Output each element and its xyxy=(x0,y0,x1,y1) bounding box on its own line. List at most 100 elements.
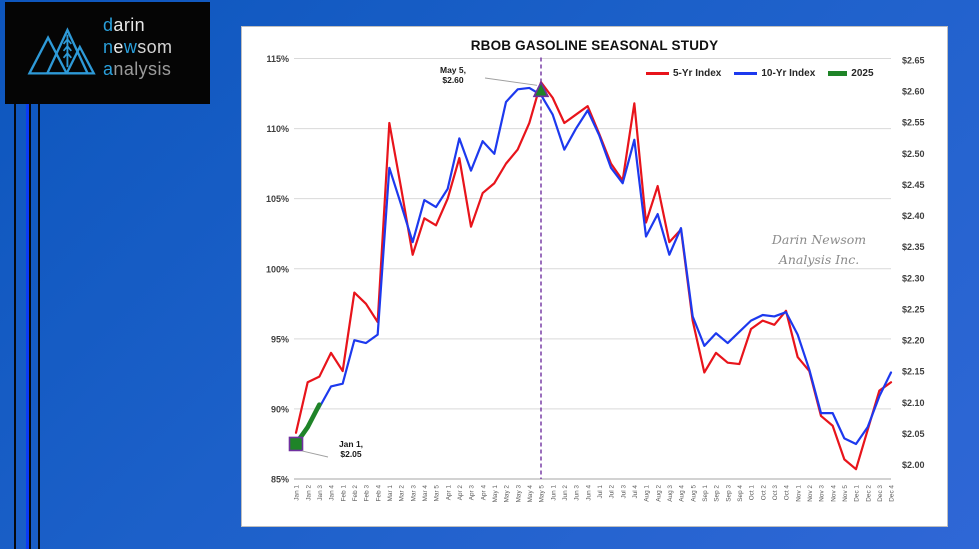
watermark-line-1: Darin Newsom xyxy=(771,232,867,247)
right-axis-tick: $2.15 xyxy=(902,367,925,377)
legend-label-10yr: 10-Yr Index xyxy=(761,68,816,79)
jan1-square-marker xyxy=(288,436,304,452)
logo-seg: d xyxy=(103,15,114,35)
right-axis-tick: $2.60 xyxy=(902,87,925,97)
may5-triangle-marker xyxy=(532,80,550,98)
x-axis-tick: Dec 4 xyxy=(889,485,896,502)
legend-item-2025: 2025 xyxy=(828,68,874,79)
x-axis-tick: Oct 2 xyxy=(760,485,767,501)
left-axis-tick: 100% xyxy=(266,264,289,274)
x-axis-tick: Oct 4 xyxy=(784,485,791,501)
logo: darin newsom analysis xyxy=(5,2,210,104)
left-axis-tick: 105% xyxy=(266,194,289,204)
x-axis-tick: Apr 2 xyxy=(457,485,464,501)
logo-seg: arin xyxy=(113,15,146,35)
x-axis-tick: Apr 1 xyxy=(445,485,452,501)
logo-line-3: analysis xyxy=(103,58,172,80)
left-axis-tick: 115% xyxy=(266,54,289,64)
decor-stripe-black-2 xyxy=(29,104,31,549)
right-axis-tick: $2.20 xyxy=(902,336,925,346)
ten-yr-line xyxy=(294,86,893,446)
10yr-line-swatch-icon xyxy=(734,72,758,75)
logo-seg: w xyxy=(123,37,138,57)
x-axis-tick: Sep 2 xyxy=(714,485,721,502)
right-axis-tick: $2.65 xyxy=(902,56,925,66)
decor-stripe-black-1 xyxy=(14,104,16,549)
right-axis-tick: $2.25 xyxy=(902,304,925,314)
left-axis-tick: 85% xyxy=(271,475,289,485)
chart-title: RBOB GASOLINE SEASONAL STUDY xyxy=(470,38,719,53)
logo-mountains-icon xyxy=(27,27,96,75)
x-axis-tick: May 3 xyxy=(515,485,522,503)
x-axis-tick: Jun 2 xyxy=(562,485,569,501)
x-axis-tick: May 5 xyxy=(539,485,546,503)
x-axis-tick: Aug 3 xyxy=(667,485,674,502)
x-axis-tick: Aug 4 xyxy=(679,485,686,502)
legend-label-2025: 2025 xyxy=(851,68,874,79)
x-axis-tick: Dec 1 xyxy=(854,485,861,502)
x-axis-tick: Nov 5 xyxy=(842,485,849,502)
right-axis-tick: $2.45 xyxy=(902,180,925,190)
x-axis-tick: Dec 2 xyxy=(865,485,872,502)
x-axis-tick: Sep 1 xyxy=(702,485,709,502)
x-axis-tick: Jul 4 xyxy=(632,485,639,499)
annotation-may5: May 5, $2.60 xyxy=(440,65,466,85)
right-axis-tick: $2.10 xyxy=(902,398,925,408)
chart-panel: 115% 110% 105% 100% 95% 90% 85% $2.65 $2.60 $2.55… xyxy=(241,26,948,527)
annotation-jan1: Jan 1, $2.05 xyxy=(338,439,364,459)
x-axis-tick: Jan 3 xyxy=(317,485,324,501)
right-axis-tick: $2.30 xyxy=(902,273,925,283)
five-yr-line xyxy=(294,81,893,471)
right-axis-tick: $2.50 xyxy=(902,149,925,159)
logo-line-2: newsom xyxy=(103,36,172,58)
5yr-line-swatch-icon xyxy=(646,72,669,75)
legend-item-10yr: 10-Yr Index xyxy=(734,68,815,79)
x-axis-tick: Dec 3 xyxy=(877,485,884,502)
seasonal-chart: 115% 110% 105% 100% 95% 90% 85% $2.65 $2.60 $2.55… xyxy=(266,54,925,503)
x-axis-tick: Feb 3 xyxy=(364,485,371,502)
x-axis-tick: Aug 2 xyxy=(655,485,662,502)
x-axis-tick: Mar 2 xyxy=(399,485,406,502)
x-axis-tick: Aug 1 xyxy=(644,485,651,502)
2025-line-swatch-icon xyxy=(828,71,848,76)
logo-text: darin newsom analysis xyxy=(103,14,172,80)
x-axis-tick: Jan 1 xyxy=(294,485,301,501)
left-axis-tick: 110% xyxy=(266,124,289,134)
decor-stripe-black-3 xyxy=(38,104,40,549)
right-axis-tick: $2.00 xyxy=(902,460,925,470)
decor-stripe-blue xyxy=(26,104,29,549)
x-axis-tick: Jul 2 xyxy=(609,485,616,499)
x-axis-tick: Oct 1 xyxy=(749,485,756,501)
logo-seg: a xyxy=(103,59,114,79)
x-axis-tick: Mar 4 xyxy=(422,485,429,502)
x-axis-tick: Nov 4 xyxy=(830,485,837,502)
logo-seg: nalysis xyxy=(113,59,172,79)
watermark-line-2: Analysis Inc. xyxy=(778,252,860,267)
left-axis-tick: 90% xyxy=(271,404,289,414)
x-axis-tick: Jun 1 xyxy=(550,485,557,501)
jan1-leader-line xyxy=(301,450,329,458)
x-axis-tick: Feb 4 xyxy=(375,485,382,502)
right-axis-tick: $2.05 xyxy=(902,429,925,439)
chart-legend: 5-Yr Index 10-Yr Index 2025 xyxy=(646,68,874,79)
right-axis-tick: $2.35 xyxy=(902,242,925,252)
legend-label-5yr: 5-Yr Index xyxy=(673,68,722,79)
x-axis-tick: Apr 4 xyxy=(480,485,487,501)
x-axis-tick: Aug 5 xyxy=(690,485,697,502)
x-axis-tick: Sep 3 xyxy=(725,485,732,502)
x-axis-tick: Nov 3 xyxy=(819,485,826,502)
x-axis-tick: Jan 2 xyxy=(305,485,312,501)
x-axis-tick: Apr 3 xyxy=(469,485,476,501)
logo-seg: e xyxy=(113,37,124,57)
right-axis-tick: $2.40 xyxy=(902,211,925,221)
x-axis-tick: Jul 3 xyxy=(620,485,627,499)
x-axis-tick: Mar 5 xyxy=(434,485,441,502)
legend-item-5yr: 5-Yr Index xyxy=(646,68,721,79)
x-axis-tick: Feb 1 xyxy=(340,485,347,502)
right-axis-tick: $2.55 xyxy=(902,118,925,128)
x-axis-tick: Nov 2 xyxy=(807,485,814,502)
x-axis-tick: Jun 3 xyxy=(574,485,581,501)
may5-leader-line xyxy=(484,77,538,86)
x-axis-tick: Nov 1 xyxy=(795,485,802,502)
